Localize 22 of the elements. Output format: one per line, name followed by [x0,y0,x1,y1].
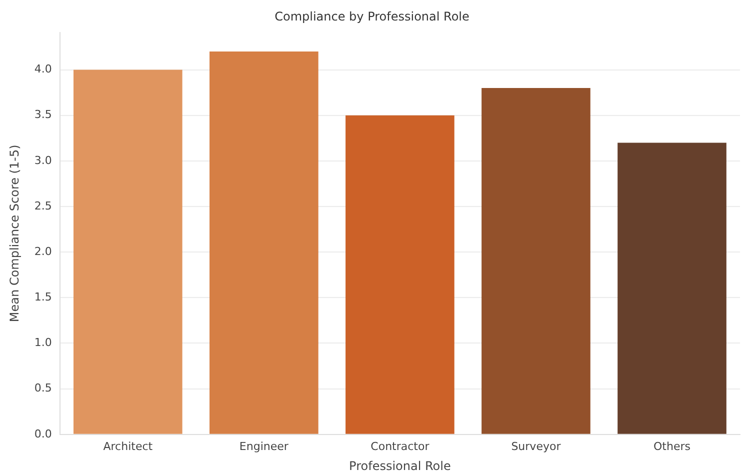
y-tick-label: 4.0 [34,62,52,76]
y-tick-label: 1.0 [34,336,52,350]
chart-title: Compliance by Professional Role [274,9,470,24]
bar [346,115,454,434]
bar [618,142,726,434]
x-axis-title: Professional Role [349,458,451,473]
x-tick-label: Others [654,440,691,453]
x-tick-label: Architect [103,440,154,453]
bar [210,52,318,434]
y-tick-label: 2.5 [34,199,52,212]
y-tick-label: 0.5 [34,382,52,395]
bar [482,88,590,434]
y-tick-label: 1.5 [34,290,52,304]
bar [73,70,182,434]
y-tick-label: 3.0 [34,154,52,167]
x-tick-label: Contractor [370,440,430,453]
x-tick-label: Engineer [239,440,289,453]
x-tick-label: Surveyor [511,440,562,453]
y-tick-label: 2.0 [34,244,52,258]
y-tick-label: 0.0 [34,427,52,440]
y-axis-title: Mean Compliance Score (1-5) [7,144,22,322]
y-tick-label: 3.5 [34,108,52,122]
